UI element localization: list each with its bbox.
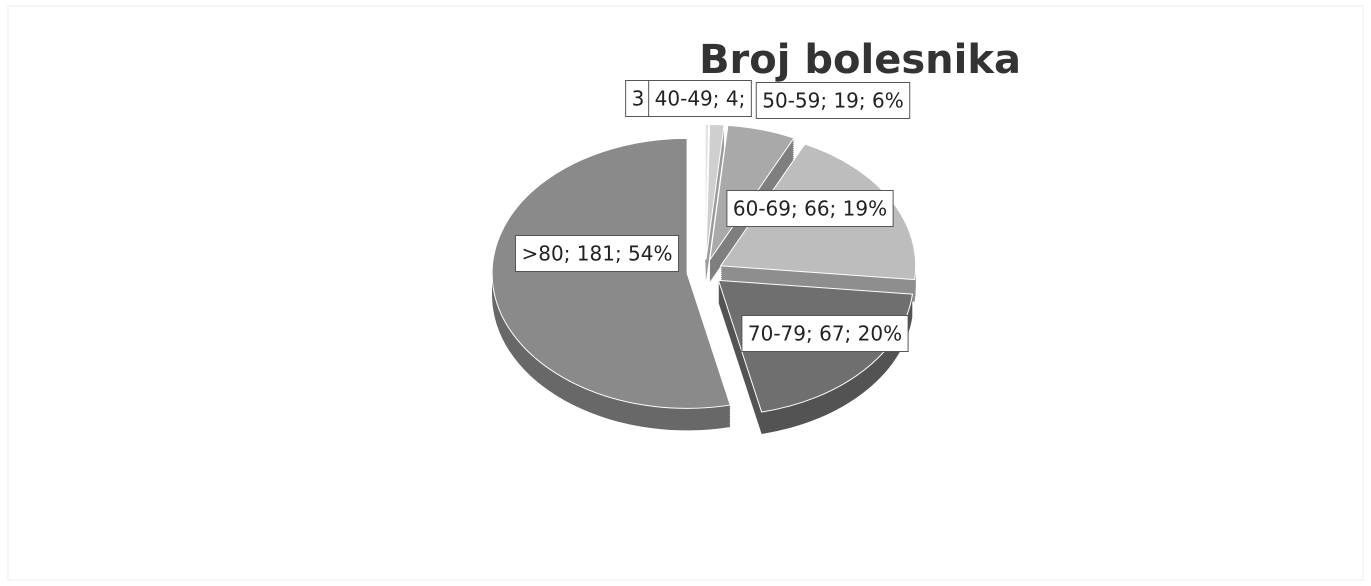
data-label: 50-59; 19; 6% <box>762 89 903 113</box>
data-label-box <box>741 315 909 352</box>
chart-border <box>7 5 1364 581</box>
data-label: 70-79; 67; 20% <box>748 322 902 346</box>
data-label: 60-69; 66; 19% <box>733 197 887 221</box>
slice <box>717 279 914 435</box>
slice <box>705 123 725 282</box>
slice-top <box>704 123 710 260</box>
slice-top <box>491 137 731 409</box>
data-label: >80; 181; 54% <box>521 242 672 266</box>
data-label: 40-49; 4; <box>655 87 746 111</box>
data-label-box <box>726 190 894 227</box>
chart-title: Broj bolesnika <box>699 37 1021 83</box>
data-label-box <box>514 235 680 272</box>
slice-top <box>705 123 725 260</box>
data-label-box <box>755 82 911 119</box>
data-label: 3 <box>632 87 645 111</box>
data-label-box <box>648 80 752 117</box>
slice <box>491 137 731 431</box>
